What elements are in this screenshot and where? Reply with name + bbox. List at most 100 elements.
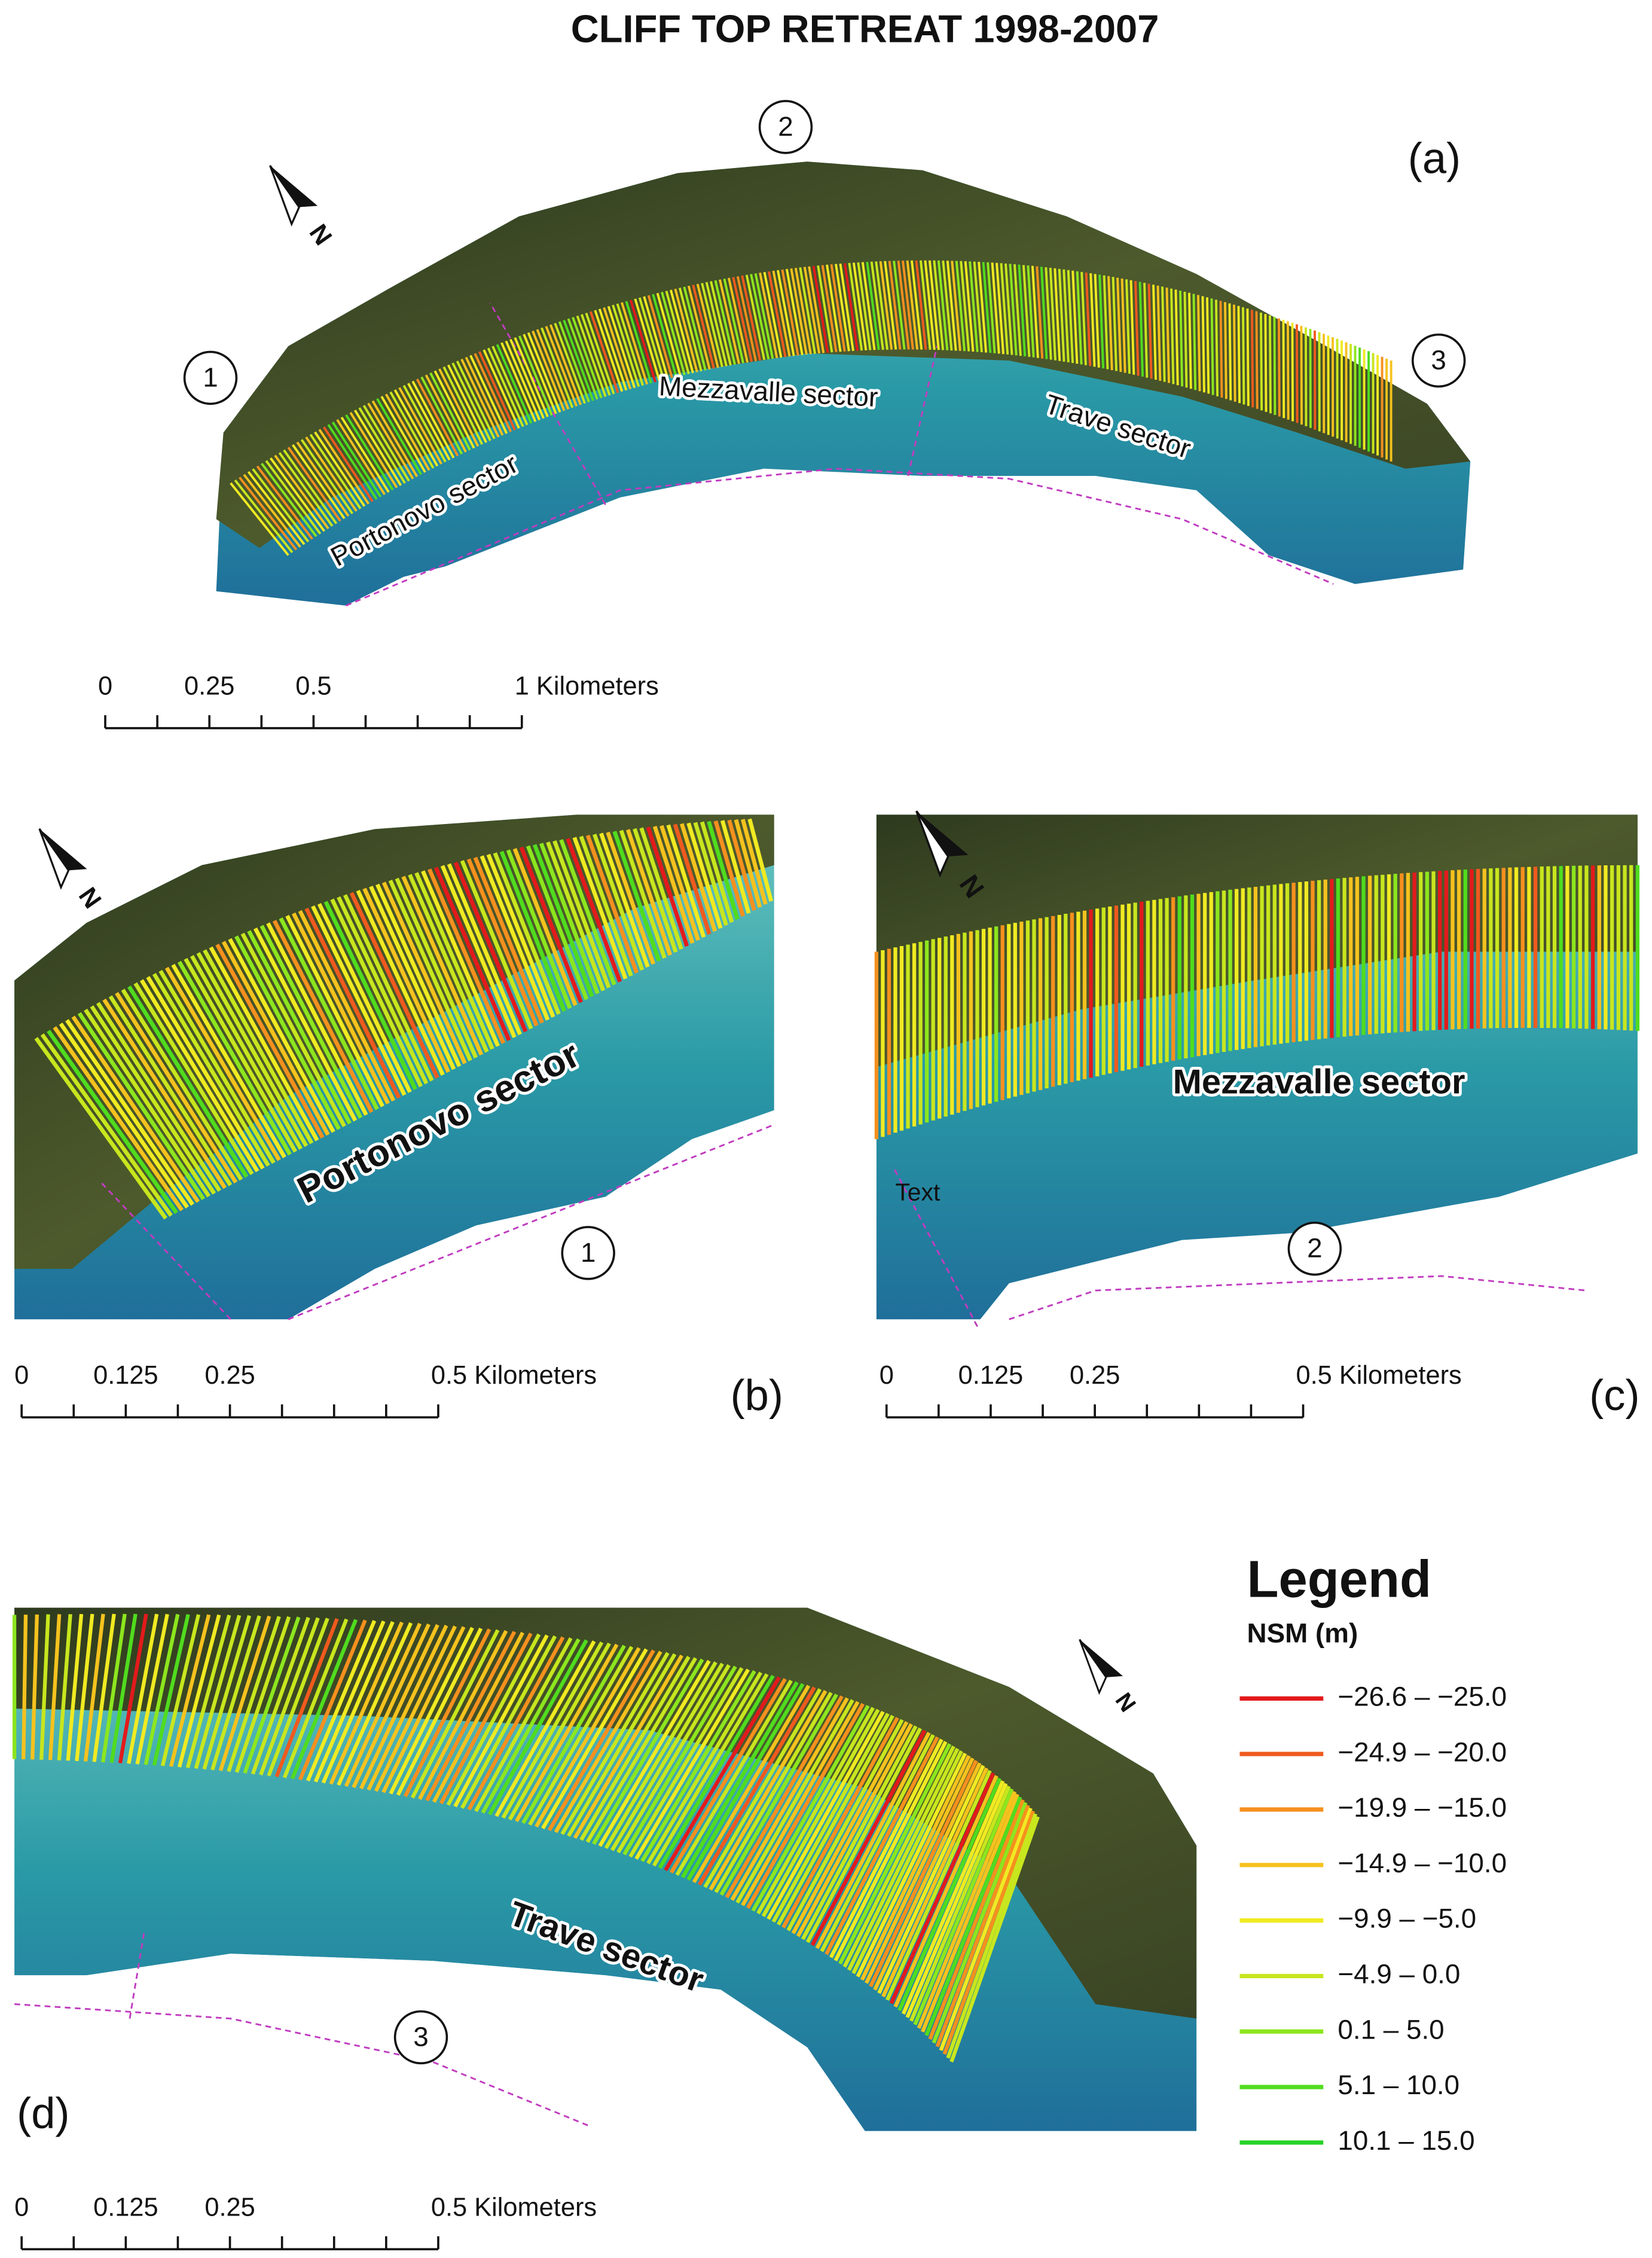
transect <box>839 263 854 352</box>
marker-label: 2 <box>778 111 793 142</box>
transect <box>661 291 686 376</box>
legend-label: 5.1 – 10.0 <box>1338 2070 1459 2100</box>
transect <box>171 963 286 1158</box>
marker: 1 <box>183 350 238 405</box>
transect <box>747 818 774 902</box>
transect <box>1183 291 1188 388</box>
transect <box>1071 270 1079 364</box>
scale-bar-label: 0.5 <box>295 672 331 701</box>
transect <box>933 260 945 350</box>
transect <box>290 1619 358 1780</box>
transect <box>90 1005 216 1195</box>
transect <box>345 414 394 491</box>
transect <box>367 1625 448 1791</box>
marker: 3 <box>1411 333 1466 388</box>
legend-label: −4.9 – 0.0 <box>1338 1959 1460 1990</box>
transect <box>719 279 740 364</box>
transect <box>331 421 382 498</box>
transect <box>253 927 358 1122</box>
transect <box>566 838 622 982</box>
transect <box>40 1033 173 1217</box>
transect <box>184 957 298 1153</box>
transect <box>340 416 390 493</box>
transect <box>838 1743 952 1965</box>
transect <box>536 329 570 410</box>
transect <box>1192 294 1197 390</box>
transect <box>1120 278 1126 373</box>
transect <box>801 1725 918 1940</box>
transect <box>821 265 838 352</box>
transect <box>581 314 611 396</box>
transect <box>541 327 574 408</box>
transect <box>1260 312 1263 411</box>
transect <box>494 1640 596 1817</box>
transect <box>375 883 462 1067</box>
transect <box>523 334 557 414</box>
transect <box>135 1613 169 1765</box>
transect <box>713 820 746 917</box>
transect <box>396 1627 483 1796</box>
transect <box>1004 263 1013 355</box>
transect <box>259 1617 320 1776</box>
transect <box>460 358 500 438</box>
marker: 3 <box>393 2010 448 2065</box>
panel-label: (b) <box>731 1372 783 1420</box>
transect <box>991 263 1000 354</box>
transect <box>447 863 522 1036</box>
transect <box>127 985 249 1178</box>
transect <box>1210 298 1214 395</box>
transect <box>466 858 539 1027</box>
transect <box>686 822 723 929</box>
transect <box>909 1785 1011 2022</box>
transect <box>421 870 500 1047</box>
transect <box>39 1614 50 1760</box>
transect <box>781 269 799 356</box>
transect <box>164 966 281 1161</box>
transect <box>777 1714 894 1926</box>
transect <box>66 1613 84 1761</box>
transect <box>292 444 346 520</box>
transect <box>282 1618 349 1778</box>
transect <box>817 265 833 353</box>
transect <box>433 866 511 1041</box>
transect <box>488 1639 588 1815</box>
transect <box>152 1614 190 1766</box>
transect <box>790 268 808 355</box>
transect <box>928 260 940 350</box>
transect <box>567 1653 677 1837</box>
transect <box>987 262 996 353</box>
transect <box>323 426 374 502</box>
transect <box>296 441 350 517</box>
transect <box>509 338 545 419</box>
transect <box>210 1615 261 1771</box>
marker-circle <box>183 350 238 405</box>
transect <box>973 261 983 353</box>
transect <box>589 311 619 393</box>
scale-bar-label: 0.125 <box>93 1361 158 1390</box>
transect <box>888 261 902 350</box>
transect <box>870 261 884 350</box>
transect <box>652 294 677 377</box>
transect <box>1291 322 1294 422</box>
transect <box>1143 282 1149 378</box>
transect <box>108 995 233 1186</box>
transect <box>680 823 717 932</box>
transect <box>563 319 594 401</box>
transect <box>279 917 379 1110</box>
transect <box>349 411 398 489</box>
transect <box>514 337 549 417</box>
north-arrow: N <box>38 828 107 913</box>
transect <box>732 277 753 362</box>
transect <box>750 274 770 360</box>
transect <box>393 389 439 467</box>
transect <box>266 922 368 1116</box>
transect <box>572 837 628 980</box>
transect <box>647 295 673 379</box>
transect <box>857 262 872 350</box>
transect <box>869 1760 978 1988</box>
transect <box>380 395 426 473</box>
map-d <box>12 1607 1197 2131</box>
transect <box>810 1729 927 1946</box>
transect <box>781 1717 899 1929</box>
transect <box>692 285 715 369</box>
